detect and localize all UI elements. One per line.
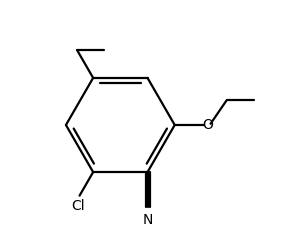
Text: O: O bbox=[202, 118, 213, 132]
Text: Cl: Cl bbox=[71, 199, 85, 213]
Text: N: N bbox=[142, 213, 153, 227]
